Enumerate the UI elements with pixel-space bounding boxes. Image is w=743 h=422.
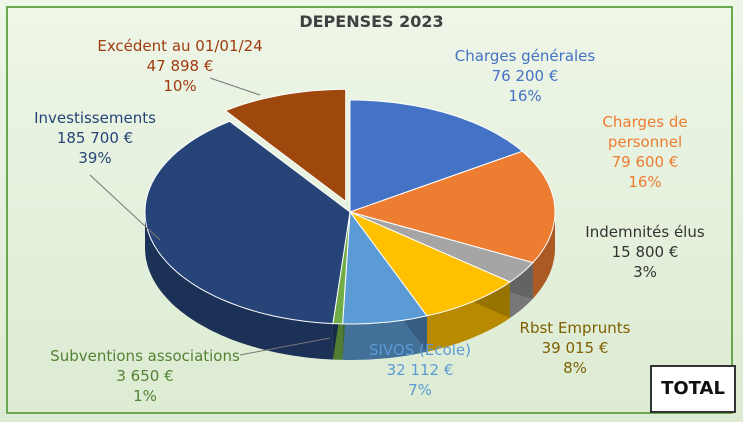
label-amount: 39 015 € <box>541 339 609 357</box>
leader-line <box>89 174 161 241</box>
label-percent: 39% <box>78 149 112 167</box>
slice-label: Subventions associations 3 650 € 1% <box>20 346 270 406</box>
total-box: TOTAL <box>650 365 736 413</box>
label-percent: 8% <box>563 359 587 377</box>
slice <box>342 210 428 325</box>
slice-label: Rbst Emprunts 39 015 € 8% <box>490 318 660 378</box>
label-name: SIVOS (Ecole) <box>368 341 472 359</box>
label-percent: 16% <box>508 87 542 105</box>
chart-title: DEPENSES 2023 <box>299 12 444 31</box>
slice-label: Charges générales 76 200 € 16% <box>440 46 610 106</box>
slice <box>348 210 512 317</box>
slice-side <box>532 212 555 299</box>
slice-label: Charges de personnel 79 600 € 16% <box>580 112 710 192</box>
label-amount: 32 112 € <box>386 361 454 379</box>
slice-label: Investissements 185 700 € 39% <box>10 108 180 168</box>
slice <box>144 120 351 325</box>
label-name: Excédent au 01/01/24 <box>97 37 263 55</box>
label-amount: 15 800 € <box>611 243 679 261</box>
slice-label: Indemnités élus 15 800 € 3% <box>560 222 730 282</box>
label-name: Charges générales <box>454 47 596 65</box>
label-name: Rbst Emprunts <box>519 319 631 337</box>
label-name: Investissements <box>34 109 156 127</box>
label-percent: 1% <box>133 387 157 405</box>
label-amount: 76 200 € <box>491 67 559 85</box>
slice <box>348 150 556 264</box>
slice-label: Excédent au 01/01/24 47 898 € 10% <box>70 36 290 96</box>
label-amount: 3 650 € <box>116 367 174 385</box>
slice <box>224 88 347 203</box>
label-amount: 185 700 € <box>56 129 134 147</box>
label-percent: 16% <box>628 173 662 191</box>
slice <box>349 211 534 283</box>
label-amount: 47 898 € <box>146 57 214 75</box>
label-amount: 79 600 € <box>611 153 679 171</box>
chart-frame <box>6 6 733 414</box>
leader-line <box>209 77 261 96</box>
leader-line <box>239 337 331 356</box>
label-name: Charges de personnel <box>602 113 688 151</box>
slice-label: SIVOS (Ecole) 32 112 € 7% <box>355 340 485 400</box>
slice-side <box>145 212 333 360</box>
slice-side <box>342 315 427 360</box>
label-percent: 7% <box>408 381 432 399</box>
label-percent: 3% <box>633 263 657 281</box>
label-name: Indemnités élus <box>585 223 705 241</box>
slice <box>349 99 524 213</box>
label-percent: 10% <box>163 77 197 95</box>
label-name: Subventions associations <box>50 347 240 365</box>
